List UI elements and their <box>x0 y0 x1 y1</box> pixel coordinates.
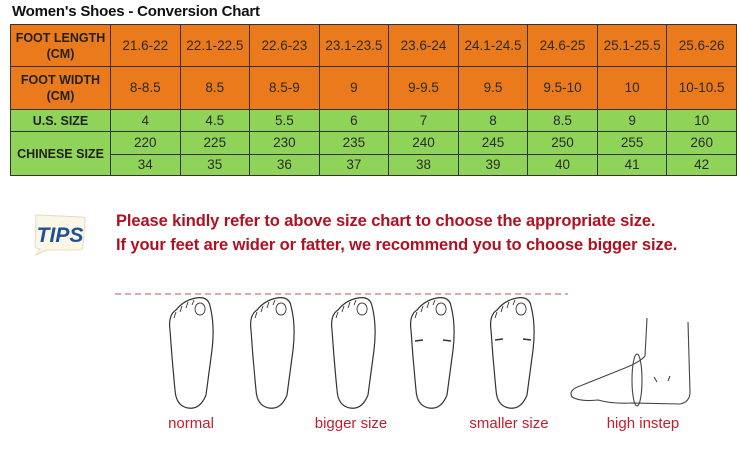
tip-line-1: Please kindly refer to above size chart … <box>116 212 656 230</box>
cell-chinese-size-values-eu: 36 <box>249 154 320 176</box>
cell-foot-length-values: 24.1-24.5 <box>457 24 529 67</box>
width-arrows-icon <box>494 338 532 341</box>
cell-foot-width-values: 9.5 <box>457 66 529 110</box>
row-chinese-size-mm: CHINESE SIZE 220 225 230 235 240 245 250 255 260 <box>10 131 737 176</box>
cell-chinese-size-values-eu: 41 <box>596 154 668 176</box>
cell-foot-length-values: 21.6-22 <box>110 24 181 67</box>
cell-chinese-size-values-eu: 37 <box>318 154 390 176</box>
cell-foot-length-values: 23.1-23.5 <box>318 24 390 67</box>
cell-foot-length-values: 25.1-25.5 <box>596 24 668 67</box>
row-foot-width: FOOT WIDTH (CM) 8-8.5 8.5 8.5-9 9 9-9.5 9.5 9.5… <box>10 66 737 110</box>
header-foot-length: FOOT LENGTH (CM) <box>10 24 111 67</box>
cell-us-size-values: 7 <box>388 109 459 132</box>
cell-chinese-size-values-eu: 34 <box>110 154 181 176</box>
width-arrows-icon <box>414 339 452 342</box>
cell-us-size-values: 9 <box>596 109 668 132</box>
feet-illustration <box>115 293 691 409</box>
label-smaller-size: smaller size <box>469 415 549 432</box>
cell-us-size-values: 6 <box>318 109 390 132</box>
row-foot-length: FOOT LENGTH (CM) 21.6-22 22.1-22.5 22.6-23 2… <box>10 24 737 67</box>
row-chinese-size-eu: 34 35 36 37 38 39 40 41 42 <box>11 154 737 176</box>
high-instep-foot <box>570 317 691 407</box>
cell-foot-width-values: 9.5-10 <box>527 66 598 110</box>
cell-chinese-size-values-eu: 38 <box>388 154 459 176</box>
cell-foot-width-values: 8.5 <box>179 66 251 110</box>
cell-foot-length-values: 23.6-24 <box>388 24 459 67</box>
cell-chinese-size-values-mm: 225 <box>179 131 251 155</box>
foot-bigger-outline <box>331 297 376 409</box>
cell-foot-length-values: 24.6-25 <box>527 24 598 67</box>
chart-title: Women's Shoes - Conversion Chart <box>12 3 260 20</box>
toes-icon <box>173 299 206 319</box>
svg-text:TIPS: TIPS <box>37 224 84 247</box>
header-chinese-size: CHINESE SIZE <box>10 131 111 176</box>
cell-chinese-size-values-mm: 250 <box>527 131 598 155</box>
cell-chinese-size-values-eu: 40 <box>527 154 598 176</box>
header-us-size: U.S. SIZE <box>10 109 111 132</box>
cell-chinese-size-values-mm: 230 <box>249 131 320 155</box>
label-normal: normal <box>168 415 214 432</box>
cell-chinese-size-values-mm: 220 <box>110 131 181 155</box>
tips-icon: TIPS <box>34 214 86 256</box>
cell-us-size-values: 4 <box>110 109 181 132</box>
row-us-size: U.S. SIZE 4 4.5 5.5 6 7 8 8.5 9 10 <box>10 109 737 132</box>
cell-chinese-size-values-mm: 235 <box>318 131 390 155</box>
cell-us-size-values: 8.5 <box>527 109 598 132</box>
cell-foot-length-values: 22.6-23 <box>249 24 320 67</box>
cell-foot-width-values: 9-9.5 <box>388 66 459 110</box>
foot-bigger-long-outline <box>250 297 295 409</box>
toes-icon <box>494 299 527 319</box>
foot-smaller-wide-outline <box>410 297 455 409</box>
cell-chinese-size-values-eu: 39 <box>457 154 529 176</box>
toes-icon <box>254 299 287 319</box>
cell-us-size-values: 10 <box>666 109 737 132</box>
cell-foot-width-values: 10 <box>596 66 668 110</box>
cell-chinese-size-values-mm: 245 <box>457 131 529 155</box>
toes-icon <box>414 299 447 319</box>
cell-us-size-values: 8 <box>457 109 529 132</box>
cell-chinese-size-values-eu: 42 <box>666 154 737 176</box>
cell-foot-width-values: 9 <box>318 66 390 110</box>
cell-foot-width-values: 10-10.5 <box>666 66 737 110</box>
foot-smaller-outline <box>490 297 535 409</box>
cell-chinese-size-values-mm: 260 <box>666 131 737 155</box>
cell-foot-width-values: 8-8.5 <box>110 66 181 110</box>
cell-foot-length-values: 25.6-26 <box>666 24 737 67</box>
cell-foot-length-values: 22.1-22.5 <box>179 24 251 67</box>
header-foot-width: FOOT WIDTH (CM) <box>10 66 111 110</box>
foot-normal-outline <box>169 297 214 409</box>
label-high-instep: high instep <box>606 415 680 432</box>
label-bigger-size: bigger size <box>314 415 388 432</box>
cell-us-size-values: 5.5 <box>249 109 320 132</box>
cell-us-size-values: 4.5 <box>179 109 251 132</box>
cell-chinese-size-values-mm: 255 <box>596 131 668 155</box>
toes-icon <box>335 299 368 319</box>
cell-chinese-size-values-mm: 240 <box>388 131 459 155</box>
tip-line-2: If your feet are wider or fatter, we rec… <box>116 236 678 254</box>
cell-chinese-size-values-eu: 35 <box>179 154 251 176</box>
size-conversion-table: FOOT LENGTH (CM) 21.6-22 22.1-22.5 22.6-23 2… <box>10 24 737 176</box>
cell-foot-width-values: 8.5-9 <box>249 66 320 110</box>
